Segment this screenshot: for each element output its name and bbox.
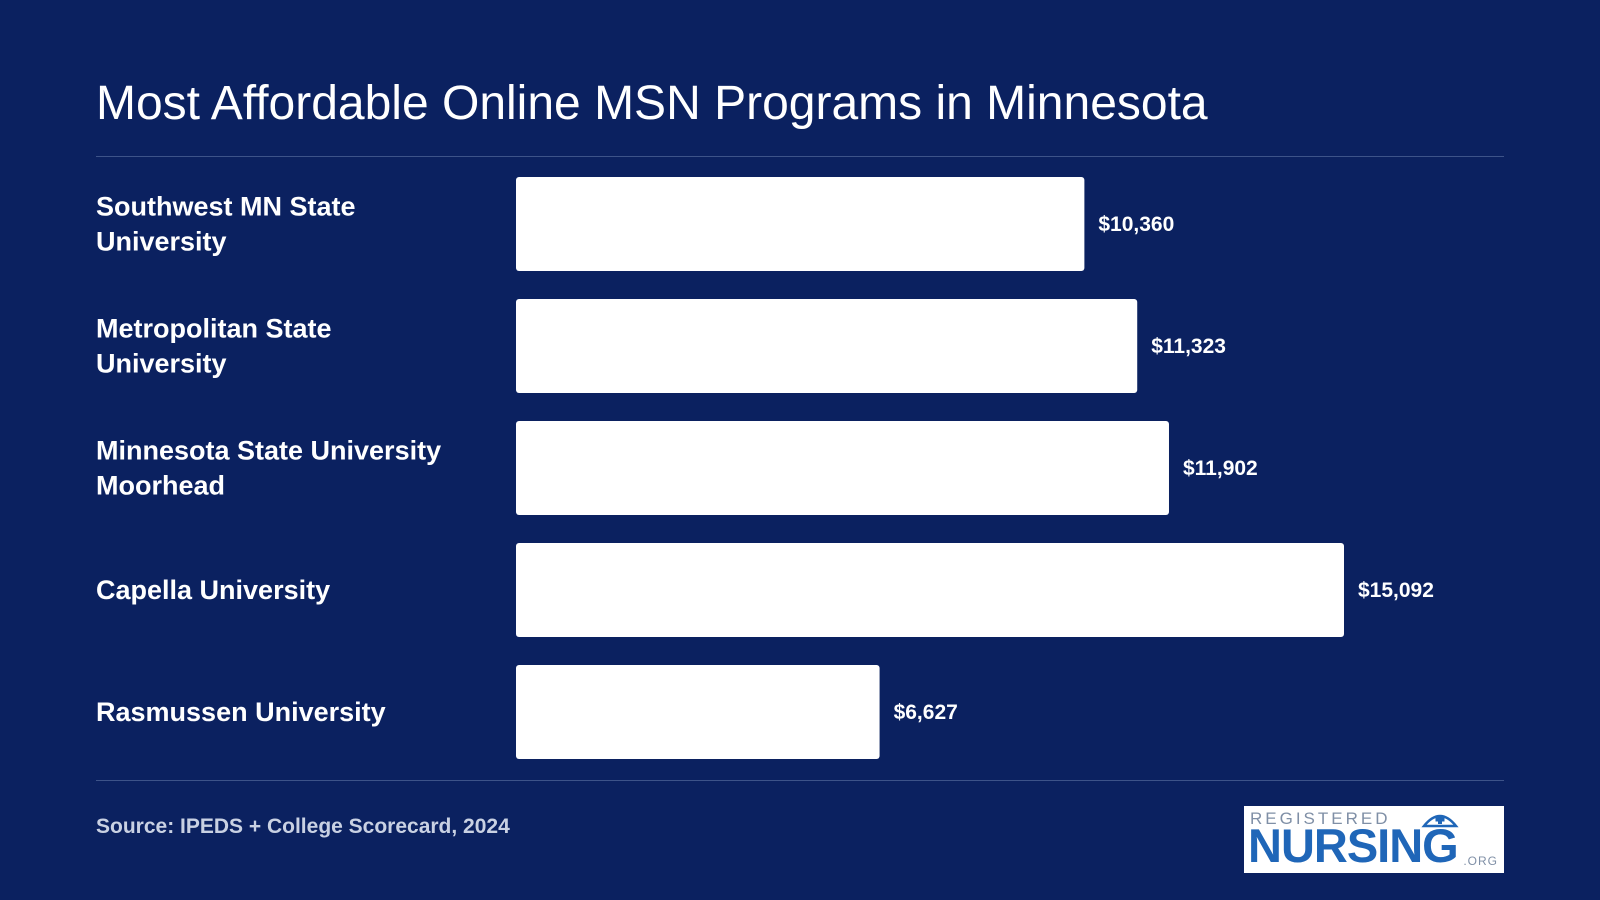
category-label: Capella University [96,575,330,605]
category-label-line: Capella University [96,575,330,605]
category-label: Southwest MN State University [96,192,356,257]
chart-title: Most Affordable Online MSN Programs in M… [96,77,1208,130]
bar [516,299,1138,393]
logo-suffix-text: .ORG [1463,854,1498,868]
bottom-divider [96,780,1504,781]
category-label-line: Southwest MN State [96,192,356,222]
logo-top-text: REGISTERED [1250,809,1391,828]
source-note: Source: IPEDS + College Scorecard, 2024 [96,815,510,838]
category-label-line: Minnesota State University [96,436,441,466]
registered-nursing-logo: REGISTERED NURSING .ORG [1244,806,1504,873]
category-label-line: University [96,227,227,257]
nurse-cap-icon [1421,814,1459,828]
logo-main-text: NURSING [1248,819,1459,872]
top-divider [96,156,1504,157]
category-label-line: Rasmussen University [96,697,386,727]
category-label-line: Metropolitan State [96,314,332,344]
value-label: $6,627 [894,701,958,724]
value-label: $11,323 [1151,335,1226,358]
bar [516,421,1169,515]
category-label: Minnesota State University Moorhead [96,436,441,501]
category-label-line: Moorhead [96,471,225,501]
category-label: Metropolitan State University [96,314,332,379]
value-label: $11,902 [1183,457,1258,480]
value-label: $10,360 [1098,213,1174,236]
bar [516,665,880,759]
category-label-line: University [96,349,227,379]
bar [516,543,1344,637]
bar [516,177,1085,271]
value-label: $15,092 [1358,579,1434,602]
category-label: Rasmussen University [96,697,386,727]
